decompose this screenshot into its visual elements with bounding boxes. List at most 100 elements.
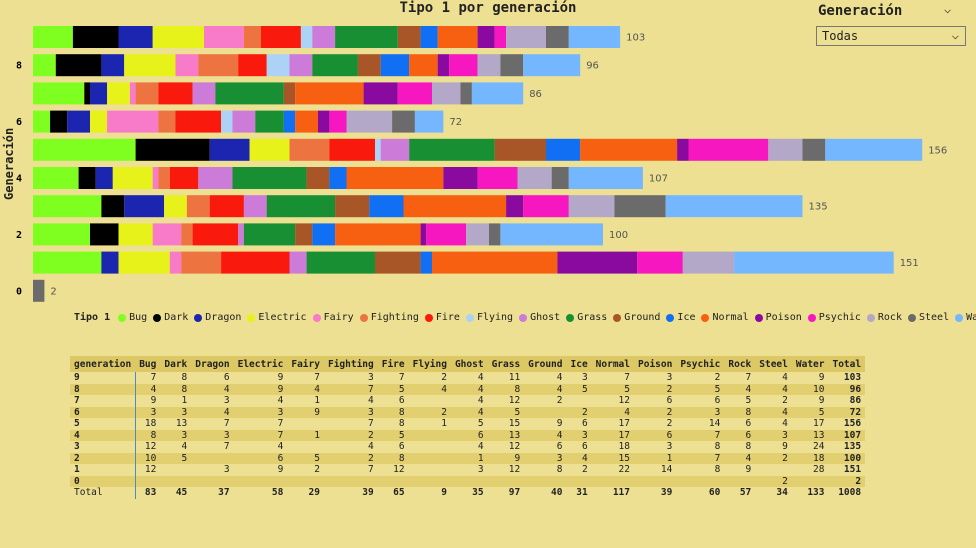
bar-segment-electric-gen1[interactable] (118, 251, 170, 274)
legend-item-fire[interactable]: Fire (424, 312, 460, 323)
slicer-collapse-icon[interactable]: ⌵ (944, 2, 952, 16)
bar-segment-electric-gen9[interactable] (152, 26, 204, 48)
bar-segment-ghost-gen7[interactable] (192, 82, 216, 105)
column-header-dragon[interactable]: Dragon (191, 356, 234, 372)
bar-segment-electric-gen2[interactable] (118, 223, 153, 246)
bar-segment-dark-gen3[interactable] (101, 195, 125, 218)
bar-segment-steel-gen4[interactable] (551, 167, 569, 189)
bar-segment-bug-gen7[interactable] (33, 82, 85, 105)
bar-segment-normal-gen7[interactable] (295, 82, 364, 105)
bar-segment-grass-gen6[interactable] (255, 110, 284, 133)
bar-segment-ghost-gen1[interactable] (289, 251, 307, 274)
bar-segment-dark-gen9[interactable] (72, 26, 119, 48)
bar-segment-bug-gen4[interactable] (33, 167, 79, 189)
bar-segment-dark-gen5[interactable] (135, 138, 210, 161)
bar-segment-water-gen2[interactable] (500, 223, 603, 246)
bar-segment-normal-gen8[interactable] (409, 54, 438, 77)
bar-segment-rock-gen7[interactable] (432, 82, 461, 105)
bar-segment-poison-gen7[interactable] (363, 82, 398, 105)
bar-segment-bug-gen9[interactable] (33, 26, 73, 48)
bar-segment-ground-gen7[interactable] (283, 82, 296, 105)
bar-segment-ground-gen1[interactable] (375, 251, 421, 274)
bar-segment-psychic-gen7[interactable] (397, 82, 432, 105)
bar-segment-dragon-gen9[interactable] (118, 26, 153, 48)
bar-segment-steel-gen5[interactable] (802, 138, 826, 161)
bar-segment-dragon-gen8[interactable] (101, 54, 125, 77)
bar-segment-fighting-gen1[interactable] (181, 251, 222, 274)
bar-segment-ground-gen2[interactable] (295, 223, 313, 246)
bar-segment-ice-gen8[interactable] (380, 54, 410, 77)
generation-dropdown[interactable]: Todas ⌵ (816, 26, 966, 46)
bar-segment-steel-gen3[interactable] (614, 195, 666, 218)
bar-segment-ice-gen1[interactable] (420, 251, 432, 274)
bar-segment-rock-gen5[interactable] (768, 138, 803, 161)
legend-item-dragon[interactable]: Dragon (194, 312, 241, 323)
bar-segment-steel-gen9[interactable] (546, 26, 569, 48)
bar-segment-rock-gen1[interactable] (682, 251, 735, 274)
bar-segment-fighting-gen5[interactable] (289, 138, 330, 161)
bar-segment-flying-gen5[interactable] (375, 138, 381, 161)
bar-segment-bug-gen2[interactable] (33, 223, 90, 246)
bar-segment-poison-gen1[interactable] (557, 251, 638, 274)
bar-segment-electric-gen5[interactable] (249, 138, 290, 161)
bar-segment-poison-gen9[interactable] (477, 26, 495, 48)
bar-segment-psychic-gen1[interactable] (637, 251, 683, 274)
bar-segment-ice-gen3[interactable] (369, 195, 404, 218)
bar-segment-electric-gen3[interactable] (164, 195, 187, 218)
bar-segment-ground-gen8[interactable] (357, 54, 381, 77)
bar-segment-fire-gen6[interactable] (175, 110, 222, 133)
legend-item-ice[interactable]: Ice (666, 312, 695, 323)
bar-segment-ground-gen3[interactable] (335, 195, 370, 218)
bar-segment-water-gen5[interactable] (825, 138, 923, 161)
bar-segment-bug-gen8[interactable] (33, 54, 56, 77)
bar-segment-fairy-gen2[interactable] (152, 223, 182, 246)
bar-segment-fire-gen9[interactable] (261, 26, 301, 48)
bar-segment-ghost-gen9[interactable] (312, 26, 336, 48)
bar-segment-fire-gen8[interactable] (238, 54, 267, 77)
bar-segment-fairy-gen9[interactable] (204, 26, 244, 48)
column-header-psychic[interactable]: Psychic (676, 356, 725, 372)
column-header-poison[interactable]: Poison (634, 356, 677, 372)
bar-segment-ghost-gen5[interactable] (380, 138, 410, 161)
bar-segment-dragon-gen6[interactable] (67, 110, 90, 133)
bar-segment-ghost-gen8[interactable] (289, 54, 313, 77)
legend-item-flying[interactable]: Flying (465, 312, 513, 323)
bar-segment-ghost-gen4[interactable] (198, 167, 233, 189)
bar-segment-grass-gen5[interactable] (409, 138, 495, 161)
bar-segment-fighting-gen7[interactable] (135, 82, 159, 105)
bar-segment-grass-gen8[interactable] (312, 54, 358, 77)
bar-segment-fairy-gen4[interactable] (152, 167, 159, 189)
bar-segment-flying-gen6[interactable] (221, 110, 233, 133)
bar-segment-steel-gen0[interactable] (33, 279, 45, 302)
bar-segment-rock-gen3[interactable] (568, 195, 615, 218)
bar-segment-fighting-gen8[interactable] (198, 54, 239, 77)
bar-segment-fire-gen2[interactable] (192, 223, 239, 246)
bar-segment-grass-gen4[interactable] (232, 167, 307, 189)
column-header-ghost[interactable]: Ghost (450, 356, 488, 372)
bar-segment-ground-gen9[interactable] (397, 26, 421, 48)
column-header-bug[interactable]: Bug (135, 356, 161, 372)
bar-segment-fighting-gen2[interactable] (181, 223, 193, 246)
bar-segment-fighting-gen9[interactable] (243, 26, 261, 48)
legend-item-dark[interactable]: Dark (153, 312, 188, 323)
legend-item-fairy[interactable]: Fairy (312, 312, 354, 323)
bar-segment-normal-gen1[interactable] (432, 251, 558, 274)
bar-segment-fire-gen4[interactable] (169, 167, 199, 189)
bar-segment-normal-gen2[interactable] (335, 223, 421, 246)
bar-segment-normal-gen6[interactable] (295, 110, 318, 133)
bar-segment-fairy-gen1[interactable] (169, 251, 182, 274)
bar-segment-water-gen1[interactable] (734, 251, 894, 274)
legend-item-psychic[interactable]: Psychic (807, 312, 861, 323)
legend-item-water[interactable]: Water (955, 312, 976, 323)
bar-segment-dark-gen4[interactable] (78, 167, 96, 189)
bar-segment-steel-gen6[interactable] (392, 110, 415, 133)
bar-segment-poison-gen3[interactable] (506, 195, 524, 218)
bar-segment-ghost-gen3[interactable] (243, 195, 267, 218)
bar-segment-rock-gen9[interactable] (506, 26, 546, 48)
legend-item-ghost[interactable]: Ghost (519, 312, 560, 323)
legend-item-bug[interactable]: Bug (118, 312, 147, 323)
bar-segment-water-gen8[interactable] (523, 54, 581, 77)
bar-segment-poison-gen8[interactable] (437, 54, 450, 77)
legend-item-grass[interactable]: Grass (566, 312, 607, 323)
bar-segment-ice-gen5[interactable] (546, 138, 581, 161)
